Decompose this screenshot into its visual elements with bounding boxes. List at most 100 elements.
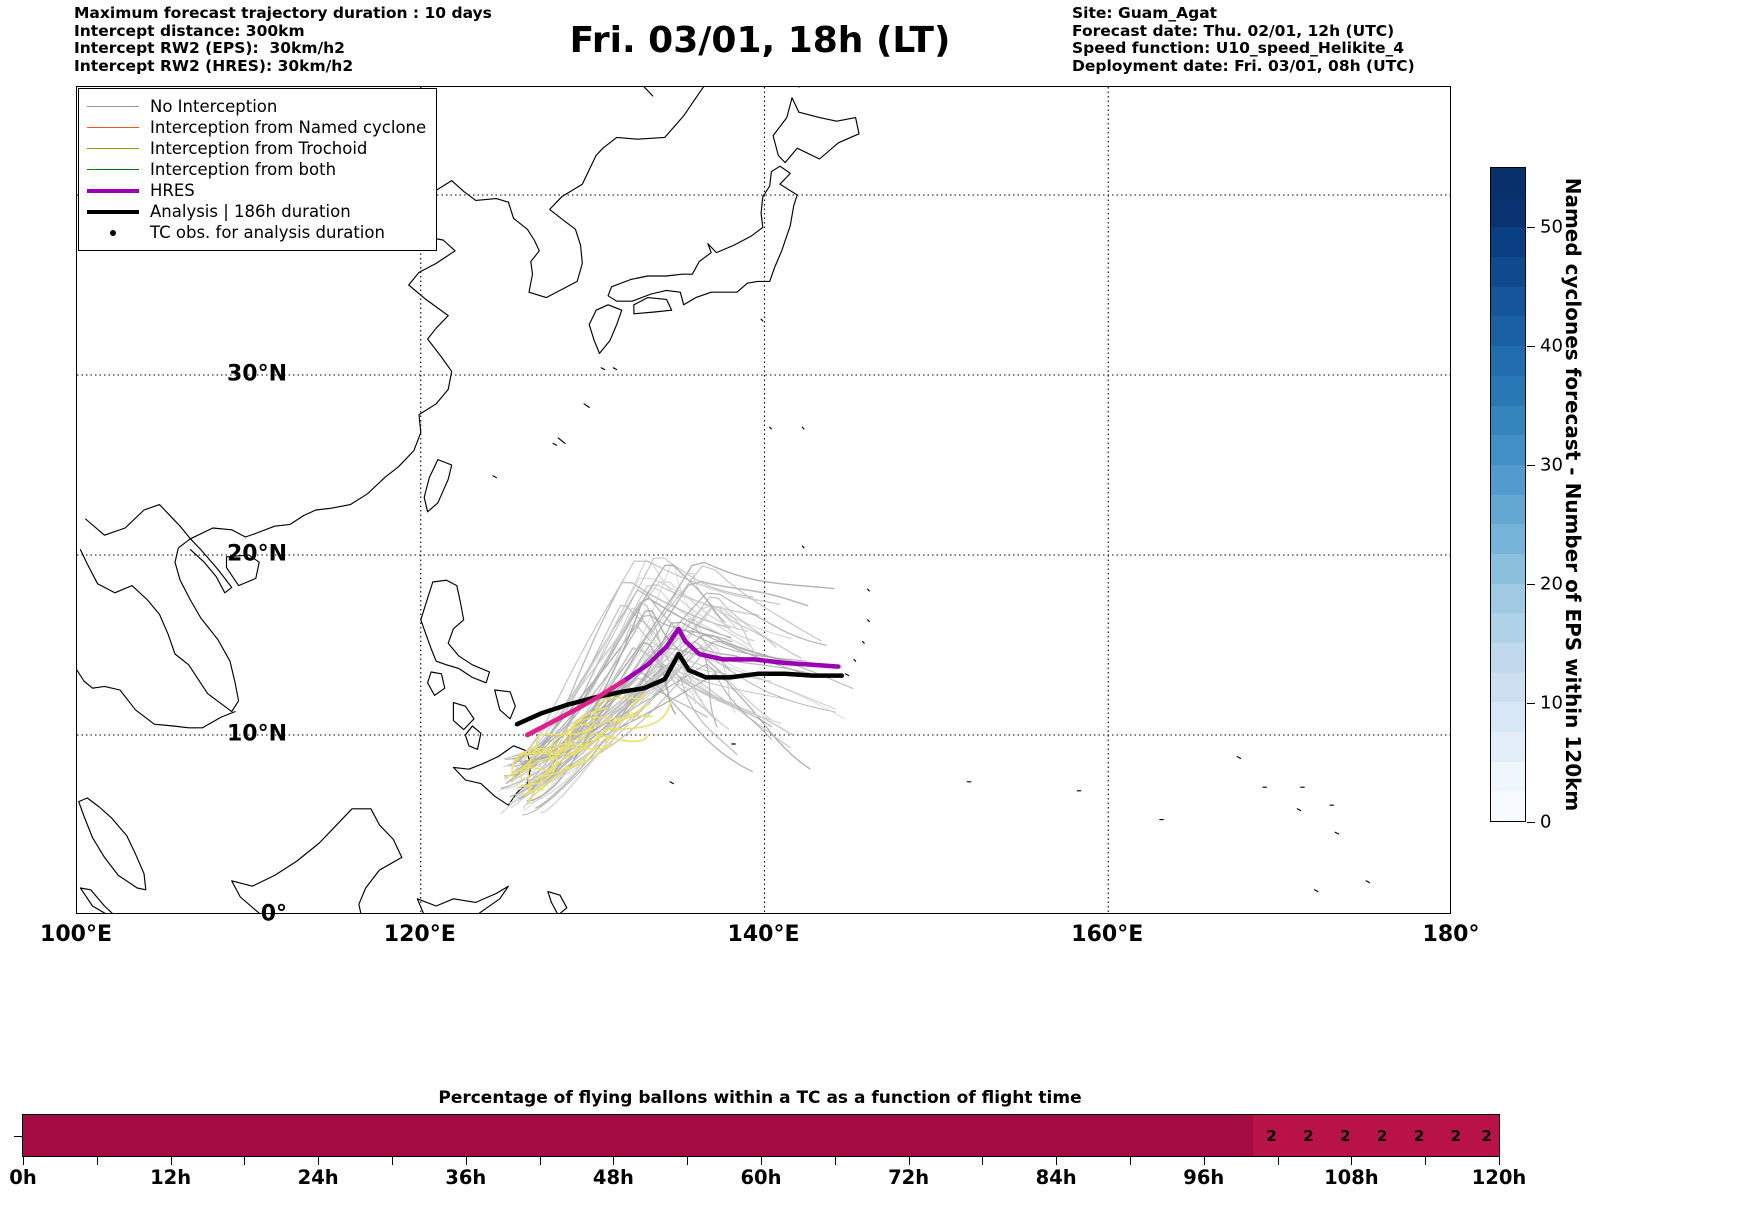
ensemble-track-no-interception [506,560,781,767]
legend-label: Interception from Named cyclone [150,118,427,137]
bottom-xlabel-60: 60h [740,1166,782,1189]
coastline-43 [552,442,558,446]
ensemble-track-trochoid-interception [522,732,649,759]
legend-line-icon [87,206,139,218]
colorbar-tick-30 [1527,464,1535,466]
legend-item-0[interactable]: No Interception [87,96,426,117]
coastline-21 [416,885,509,913]
bar-segment-4: 2 [1363,1115,1401,1156]
coastline-50 [1334,831,1340,835]
bottom-tick-48 [613,1157,615,1165]
colorbar-segment-18 [1491,702,1525,733]
coastline-14 [420,579,491,684]
ensemble-track-trochoid-interception [504,696,645,779]
coastline-13 [78,797,147,891]
colorbar-segment-5 [1491,316,1525,347]
header-left-line-2: Intercept RW2 (EPS): 30km/h2 [74,39,345,58]
coastline-19 [452,745,532,806]
bar-segment-3: 2 [1326,1115,1364,1156]
coastline-9 [423,459,453,513]
page-title: Fri. 03/01, 18h (LT) [569,20,951,61]
bottom-xlabel-96: 96h [1183,1166,1225,1189]
coastline-17 [464,725,482,750]
coastline-36 [867,588,870,592]
coastline-51 [1313,889,1319,893]
colorbar-tick-label-30: 30 [1540,454,1563,476]
bottom-tick-90 [1130,1157,1131,1165]
coastline-12 [77,669,236,729]
legend-line-icon [87,101,139,113]
legend-label: HRES [150,181,195,200]
bottom-tick-72 [908,1157,910,1165]
legend-item-5[interactable]: Analysis | 186h duration [87,201,426,222]
colorbar-segment-2 [1491,227,1525,258]
legend-item-3[interactable]: Interception from both [87,159,426,180]
colorbar-segment-21 [1491,791,1525,821]
latitude-tick-10: 10°N [226,721,287,747]
colorbar-segment-17 [1491,672,1525,703]
header-right-line-3: Deployment date: Fri. 03/01, 08h (UTC) [1072,56,1415,75]
bottom-chart-title: Percentage of flying ballons within a TC… [438,1088,1082,1108]
colorbar-segment-3 [1491,257,1525,287]
trajectory-analysis [514,651,845,727]
bottom-tick-60 [761,1157,762,1165]
line-swatch [87,169,139,170]
bottom-tick-42 [539,1157,541,1165]
ensemble-track-no-interception [526,641,677,802]
colorbar [1490,167,1526,822]
legend-item-6[interactable]: TC obs. for analysis duration [87,222,426,243]
longitude-tick-140: 140°E [727,922,800,947]
bottom-tick-36 [465,1157,467,1165]
latitude-tick-20: 20°N [226,541,287,567]
colorbar-title: Named cyclones forecast - Number of EPS … [1561,177,1585,812]
ensemble-track-no-interception [512,564,726,760]
ensemble-track-no-interception [516,565,822,774]
line-swatch [87,106,139,107]
coastline-10 [225,554,260,587]
colorbar-tick-0 [1527,822,1535,823]
legend-item-1[interactable]: Interception from Named cyclone [87,117,426,138]
line-swatch [87,209,139,214]
coastline-42 [557,437,566,444]
colorbar-segment-15 [1491,613,1525,643]
coastline-8 [633,297,673,315]
colorbar-tick-10 [1527,702,1535,704]
bottom-tick-114 [1425,1157,1427,1165]
coastline-2 [507,147,604,299]
longitude-tick-180: 180° [1422,922,1480,947]
colorbar-segment-16 [1491,643,1525,673]
coastline-11 [79,538,240,713]
coastline-23 [79,887,113,913]
bottom-tick-108 [1351,1157,1353,1165]
ensemble-track-trochoid-interception [526,700,672,795]
colorbar-tick-label-40: 40 [1540,335,1563,357]
tc-observation-marker-icon [87,227,139,239]
bottom-tick-24 [318,1157,320,1165]
coastline-44 [492,475,497,479]
legend-line-icon [87,122,139,134]
bottom-xlabel-36: 36h [445,1166,487,1189]
line-swatch [87,188,139,193]
legend-item-2[interactable]: Interception from Trochoid [87,138,426,159]
legend-label: Interception from both [150,160,337,179]
bar-segment-0 [23,1115,1253,1156]
legend-label: TC obs. for analysis duration [150,223,385,242]
bar-segment-5: 2 [1400,1115,1438,1156]
colorbar-tick-50 [1527,226,1535,228]
ensemble-track-no-interception [541,597,732,790]
header-left-line-1: Intercept distance: 300km [74,21,305,40]
bottom-tick-66 [834,1157,836,1165]
coastline-18 [494,689,516,720]
bottom-tick-54 [687,1157,689,1165]
bottom-tick-96 [1203,1157,1205,1165]
coastline-45 [612,367,618,371]
ensemble-track-no-interception [500,572,738,815]
bottom-tick-84 [1056,1157,1058,1165]
legend-line-icon [87,164,139,176]
coastline-37 [801,545,805,549]
legend-item-4[interactable]: HRES [87,180,426,201]
coastline-3 [602,87,705,149]
coastline-34 [844,673,850,677]
bottom-tick-6 [96,1157,98,1165]
